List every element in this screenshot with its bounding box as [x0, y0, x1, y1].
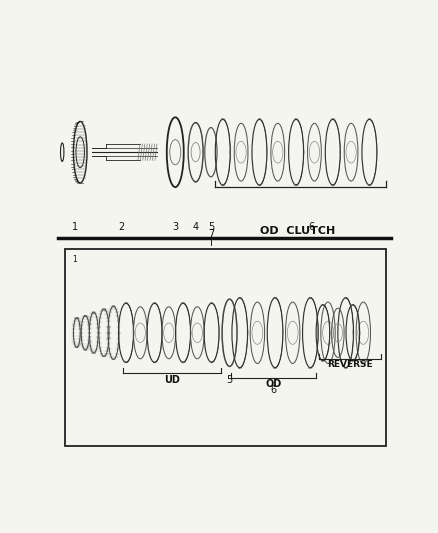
Text: 1: 1 — [72, 222, 78, 232]
Text: 2: 2 — [118, 222, 124, 232]
Text: 6: 6 — [271, 385, 277, 395]
Text: 5: 5 — [208, 222, 214, 232]
Text: 4: 4 — [193, 222, 199, 232]
Text: 6: 6 — [308, 222, 314, 232]
Text: UD: UD — [164, 375, 180, 385]
Text: 7: 7 — [208, 229, 214, 239]
Text: 3: 3 — [172, 222, 178, 232]
Text: 5: 5 — [226, 375, 233, 385]
Text: OD  CLUTCH: OD CLUTCH — [260, 226, 335, 236]
Text: 1: 1 — [72, 255, 77, 264]
Text: OD: OD — [265, 379, 282, 389]
Bar — [65, 248, 386, 446]
Text: REVERSE: REVERSE — [327, 360, 373, 369]
